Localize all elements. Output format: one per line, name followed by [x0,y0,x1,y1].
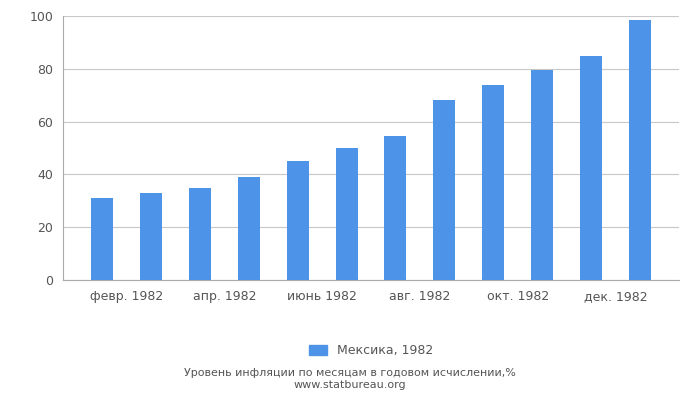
Bar [238,177,260,280]
Bar [384,136,407,280]
Bar [433,100,455,280]
Bar [140,193,162,280]
Bar [335,148,358,280]
Bar [482,85,504,280]
Bar [629,20,651,280]
Bar [91,198,113,280]
Bar [287,161,309,280]
Text: Уровень инфляции по месяцам в годовом исчислении,%: Уровень инфляции по месяцам в годовом ис… [184,368,516,378]
Bar [189,188,211,280]
Legend: Мексика, 1982: Мексика, 1982 [304,339,438,362]
Bar [580,56,602,280]
Bar [531,70,553,280]
Text: www.statbureau.org: www.statbureau.org [294,380,406,390]
